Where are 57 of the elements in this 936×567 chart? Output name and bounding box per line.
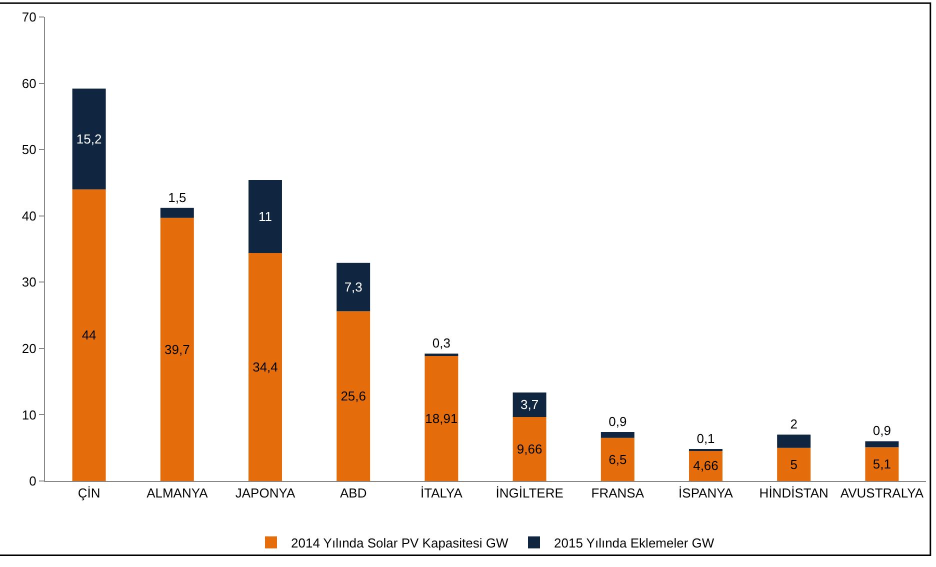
x-tick-label: ALMANYA — [146, 486, 208, 501]
y-tick-label: 60 — [22, 76, 36, 91]
y-tick-label: 0 — [29, 474, 36, 489]
bar — [72, 88, 106, 190]
legend-label: 2015 Yılında Eklemeler GW — [554, 535, 715, 550]
y-tick-label: 70 — [22, 10, 36, 25]
data-label: 7,3 — [344, 280, 362, 295]
bar — [336, 262, 370, 312]
y-tick-label: 50 — [22, 142, 36, 158]
data-label: 18,91 — [425, 410, 458, 426]
x-tick-label: AVUSTRALYA — [840, 486, 924, 501]
x-tick-label: İSPANYA — [678, 486, 734, 501]
bar — [160, 208, 194, 218]
data-label: 5,1 — [872, 456, 891, 472]
data-label: 0,9 — [872, 423, 891, 438]
x-tick-label: ABD — [340, 486, 367, 501]
data-label: 44 — [82, 328, 96, 343]
x-tick-label: JAPONYA — [235, 486, 296, 501]
bar — [424, 356, 458, 481]
y-tick-label: 10 — [22, 407, 36, 422]
y-tick-label: 40 — [22, 208, 36, 224]
data-label: 3,7 — [520, 397, 539, 412]
bar — [512, 392, 546, 417]
data-label: 5 — [790, 456, 798, 472]
y-tick-label: 30 — [22, 274, 36, 290]
data-label: 34,4 — [252, 359, 278, 374]
bar — [72, 189, 106, 481]
data-label: 39,7 — [164, 342, 190, 357]
data-label: 25,6 — [340, 388, 366, 404]
data-label: 4,66 — [693, 458, 718, 474]
legend-label: 2014 Yılında Solar PV Kapasitesi GW — [291, 535, 509, 550]
bar — [865, 441, 899, 448]
data-label: 6,5 — [608, 452, 627, 467]
bar — [248, 252, 282, 481]
bar — [777, 448, 811, 481]
x-tick-label: HİNDİSTAN — [759, 486, 828, 501]
bar — [160, 218, 194, 481]
bar — [865, 447, 899, 481]
x-tick-label: ÇİN — [78, 486, 100, 501]
bar — [336, 311, 370, 481]
data-label: 11 — [258, 209, 272, 224]
bar — [600, 432, 634, 438]
bar — [600, 438, 634, 481]
x-tick-label: FRANSA — [591, 486, 644, 501]
data-label: 2 — [790, 416, 798, 432]
x-tick-label: İTALYA — [420, 486, 463, 501]
y-tick-label: 20 — [22, 340, 36, 356]
data-label: 9,66 — [516, 441, 542, 456]
bar — [777, 434, 811, 448]
data-label: 0,9 — [608, 414, 627, 429]
data-label: 0,1 — [696, 431, 715, 446]
data-label: 15,2 — [76, 131, 102, 146]
data-label: 0,3 — [432, 336, 450, 351]
bar — [248, 180, 282, 253]
x-tick-label: İNGİLTERE — [496, 486, 564, 501]
data-label: 1,5 — [168, 190, 186, 205]
bar — [512, 416, 546, 481]
